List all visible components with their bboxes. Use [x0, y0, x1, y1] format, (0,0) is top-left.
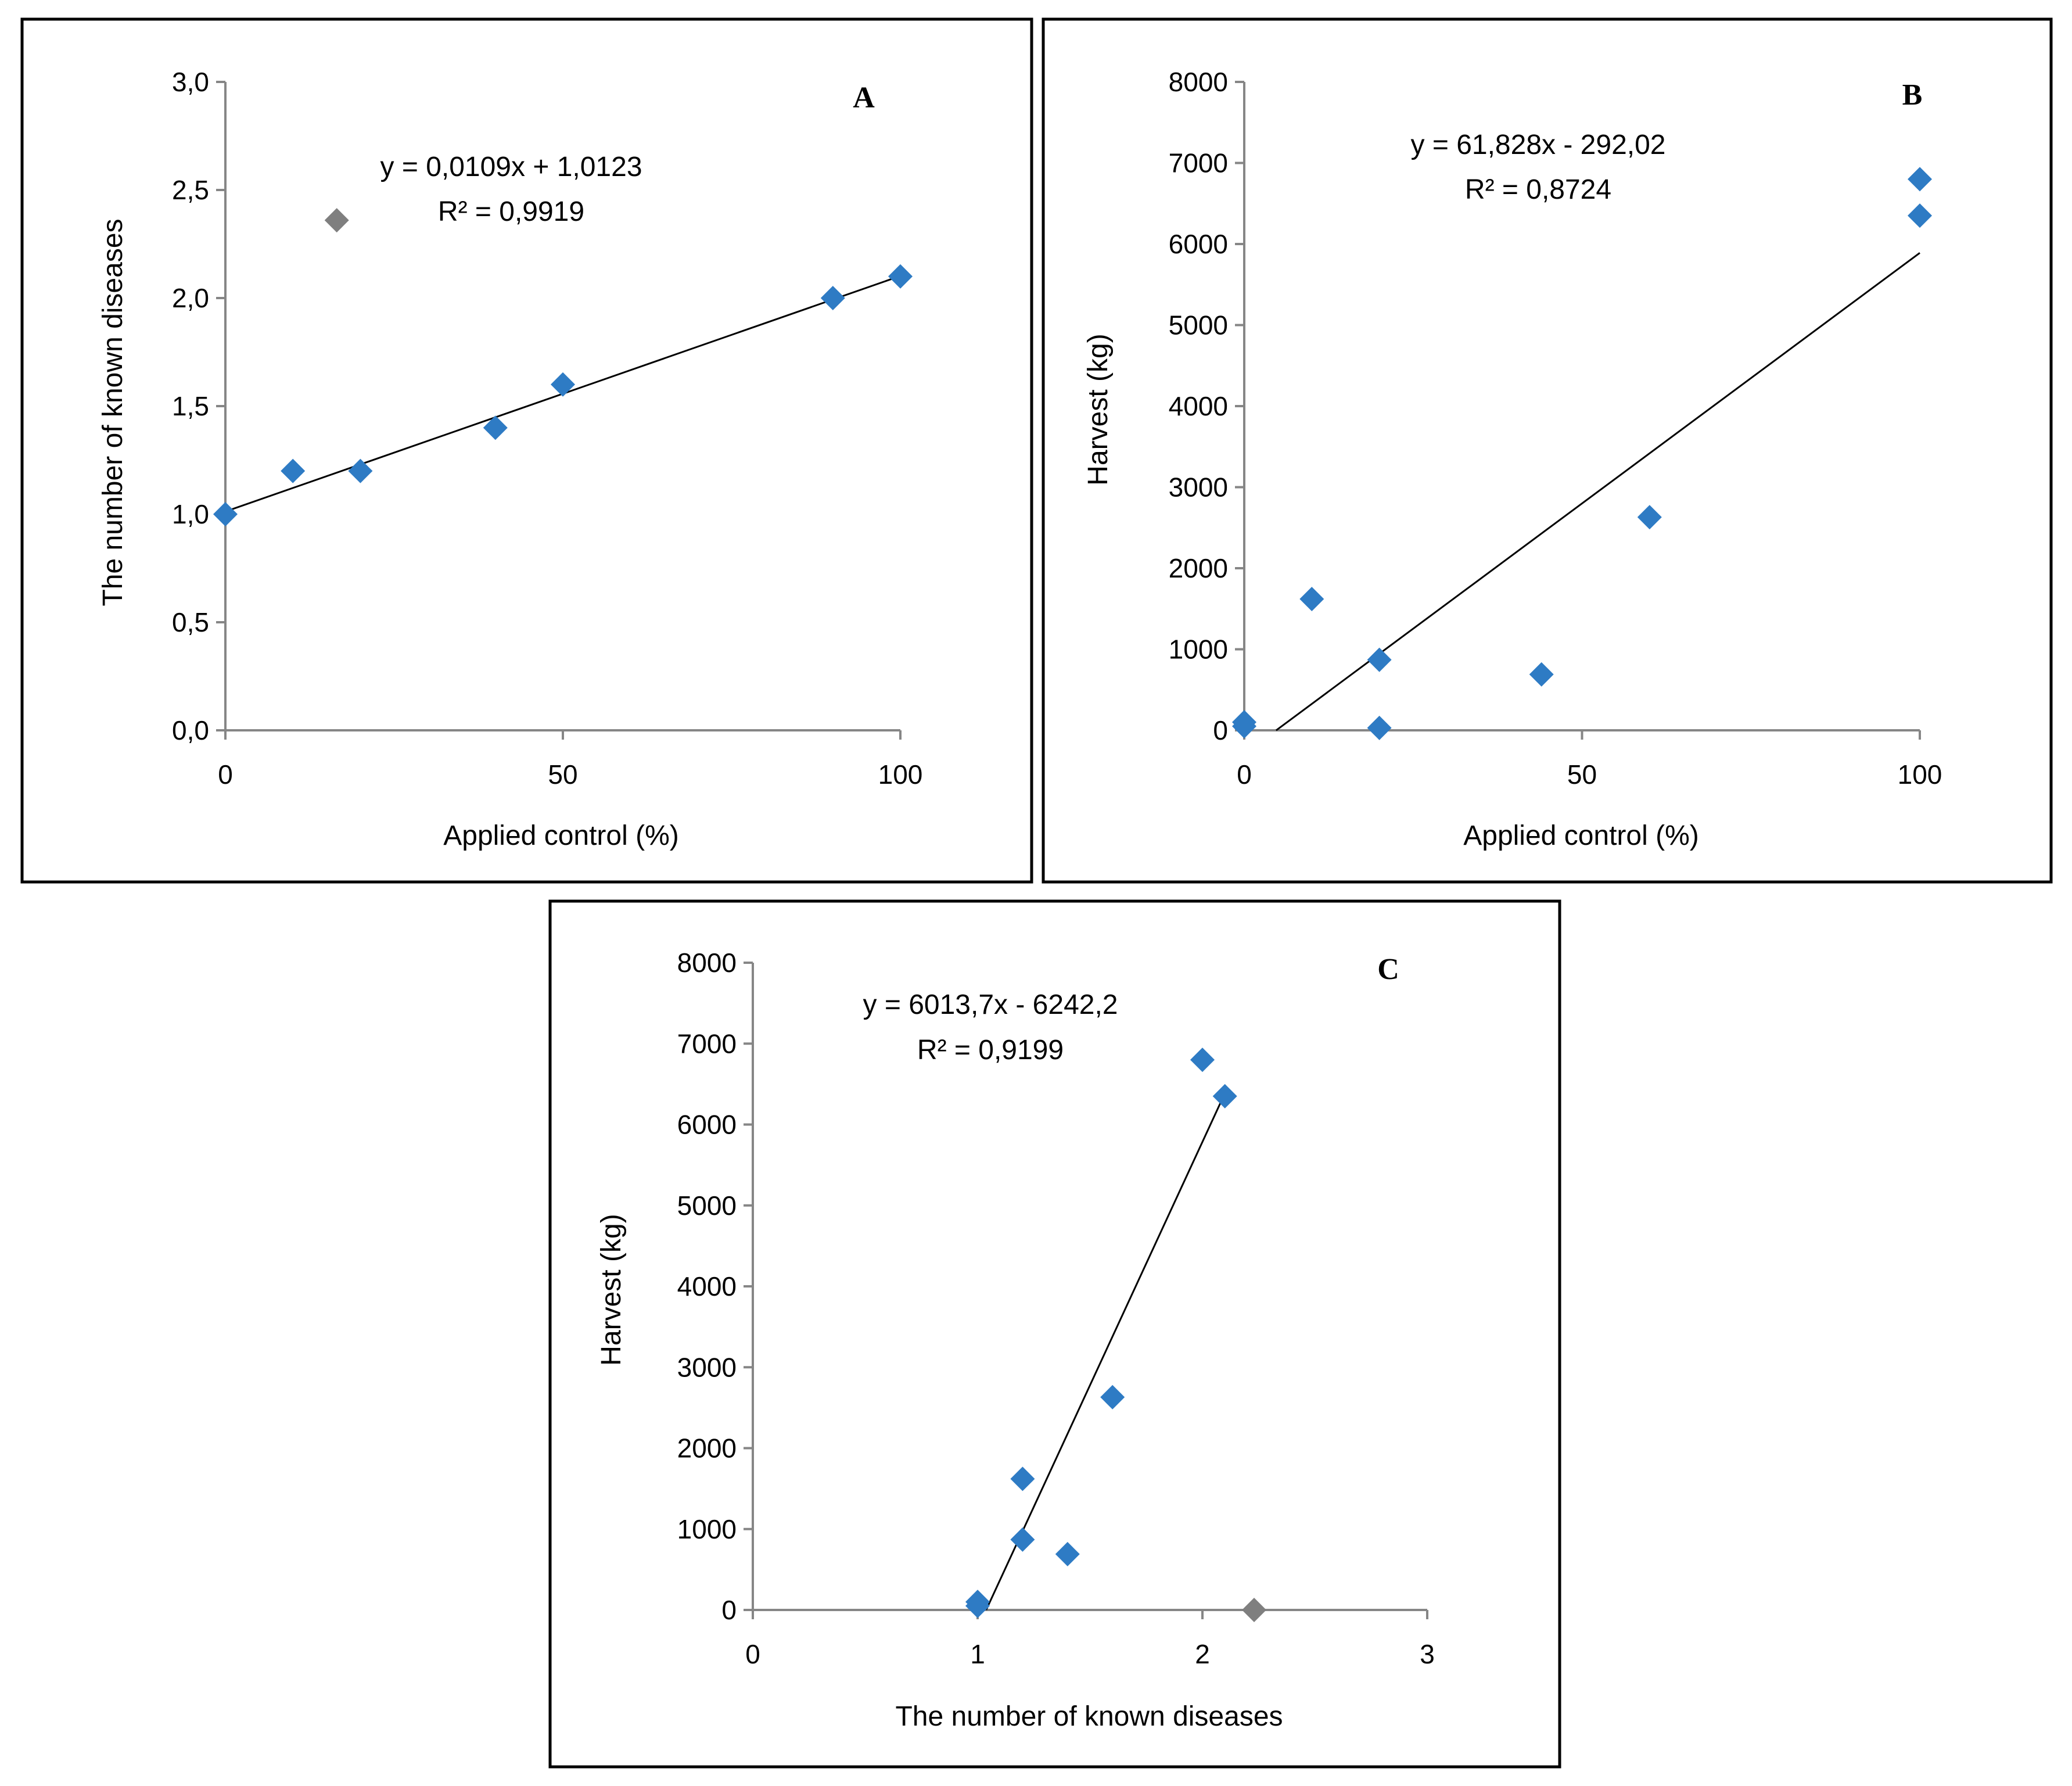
panel-a-x-axis-title: Applied control (%) — [443, 820, 679, 851]
panel-b-letter: B — [1902, 78, 1923, 112]
panel-c-y-axis-title: Harvest (kg) — [596, 1214, 627, 1365]
panel-b-y-tick-label: 6000 — [1169, 229, 1228, 259]
panel-b-y-tick-label: 7000 — [1169, 148, 1228, 178]
panel-b-y-tick-label: 2000 — [1169, 553, 1228, 583]
panel-c-y-tick-label: 0 — [721, 1595, 737, 1625]
panel-c-y-tick-label: 4000 — [677, 1271, 737, 1301]
panel-c-y-tick-label: 3000 — [677, 1352, 737, 1382]
panel-c-data-point — [1190, 1048, 1215, 1073]
panel-b-data-point — [1367, 647, 1392, 672]
panel-b-x-tick-label: 0 — [1237, 759, 1252, 790]
panel-c-equation: y = 6013,7x - 6242,2 — [863, 989, 1118, 1020]
panel-a-y-tick-label: 0,0 — [172, 715, 209, 745]
panel-c-frame — [548, 899, 1561, 1769]
panel-c-y-tick-label: 5000 — [677, 1190, 737, 1221]
panel-a-data-point — [820, 286, 845, 310]
panel-a-data-point — [551, 372, 575, 397]
panel-b-y-tick-label: 0 — [1213, 715, 1228, 745]
panel-a-y-tick-label: 3,0 — [172, 67, 209, 97]
panel-a-equation: y = 0,0109x + 1,0123 — [380, 152, 642, 182]
panel-b-y-tick-label: 4000 — [1169, 391, 1228, 421]
panel-a-r-squared: R² = 0,9919 — [438, 196, 584, 227]
panel-c-data-point — [965, 1590, 990, 1615]
panel-a-legend-marker — [324, 208, 349, 233]
panel-b-x-tick-label: 50 — [1567, 759, 1597, 790]
panel-b-data-point — [1299, 587, 1324, 612]
panel-b-y-tick-label: 3000 — [1169, 472, 1228, 503]
panel-c-trendline — [985, 1093, 1226, 1611]
panel-c-r-squared: R² = 0,9199 — [917, 1035, 1064, 1066]
panel-b-x-tick-label: 100 — [1898, 759, 1942, 790]
panel-b-equation: y = 61,828x - 292,02 — [1411, 130, 1666, 160]
panel-a-y-tick-label: 0,5 — [172, 607, 209, 637]
panel-b-y-axis-title: Harvest (kg) — [1083, 333, 1114, 485]
panel-a-data-point — [483, 415, 508, 440]
panel-c-data-point — [1010, 1466, 1035, 1491]
panel-c-data-point — [1100, 1385, 1125, 1410]
panel-a-frame — [20, 17, 1033, 884]
panel-b-y-tick-label: 8000 — [1169, 67, 1228, 97]
panel-a-data-point — [281, 458, 306, 483]
panel-b-data-point — [1908, 203, 1932, 228]
panel-a-data-point — [348, 458, 373, 483]
panel-c-x-tick-label: 1 — [970, 1639, 985, 1669]
panel-c-x-tick-label: 3 — [1420, 1639, 1435, 1669]
panel-a-x-tick-label: 100 — [878, 759, 923, 790]
panel-b-data-point — [1637, 505, 1662, 530]
panel-c-x-tick-label: 2 — [1195, 1639, 1210, 1669]
panel-b-y-tick-label: 1000 — [1169, 634, 1228, 665]
panel-a-letter: A — [853, 81, 875, 114]
panel-c-y-tick-label: 7000 — [677, 1028, 737, 1059]
panel-c-data-point — [1055, 1541, 1080, 1566]
panel-c-data-point — [1212, 1084, 1237, 1109]
panel-a-y-tick-label: 1,5 — [172, 391, 209, 421]
panel-b-r-squared: R² = 0,8724 — [1465, 174, 1611, 205]
panel-c-x-tick-label: 0 — [745, 1639, 760, 1669]
panel-b-y-tick-label: 5000 — [1169, 310, 1228, 340]
panel-b-trendline — [1276, 252, 1920, 731]
panel-c-y-tick-label: 6000 — [677, 1110, 737, 1140]
panel-b-data-point — [1908, 167, 1932, 192]
panel-c-legend-marker — [1242, 1598, 1267, 1622]
panel-c-y-tick-label: 1000 — [677, 1514, 737, 1544]
panel-b-data-point — [1232, 710, 1256, 735]
panel-b-data-point — [1367, 715, 1392, 740]
panel-c-x-axis-title: The number of known diseases — [895, 1701, 1283, 1732]
panel-b-data-point — [1529, 662, 1554, 687]
panel-a-y-tick-label: 2,5 — [172, 175, 209, 205]
panel-b-frame — [1042, 17, 2053, 884]
panel-c-data-point — [1010, 1527, 1035, 1552]
panel-c-y-tick-label: 8000 — [677, 948, 737, 978]
panel-a-data-point — [888, 264, 913, 289]
panel-a-y-tick-label: 2,0 — [172, 283, 209, 313]
panel-c-y-tick-label: 2000 — [677, 1433, 737, 1464]
panel-a-y-axis-title: The number of known diseases — [98, 218, 128, 606]
panel-b-x-axis-title: Applied control (%) — [1463, 820, 1699, 851]
panel-a-x-tick-label: 50 — [548, 759, 577, 790]
panel-c-letter: C — [1377, 953, 1399, 986]
panel-a-data-point — [213, 502, 238, 526]
panel-a: 0,0 0,5 1,0 1,5 2,0 2,5 3,0 0 50 100 A y = 0,0109… — [20, 17, 1033, 884]
panel-a-x-tick-label: 0 — [218, 759, 233, 790]
panel-a-y-tick-label: 1,0 — [172, 499, 209, 529]
